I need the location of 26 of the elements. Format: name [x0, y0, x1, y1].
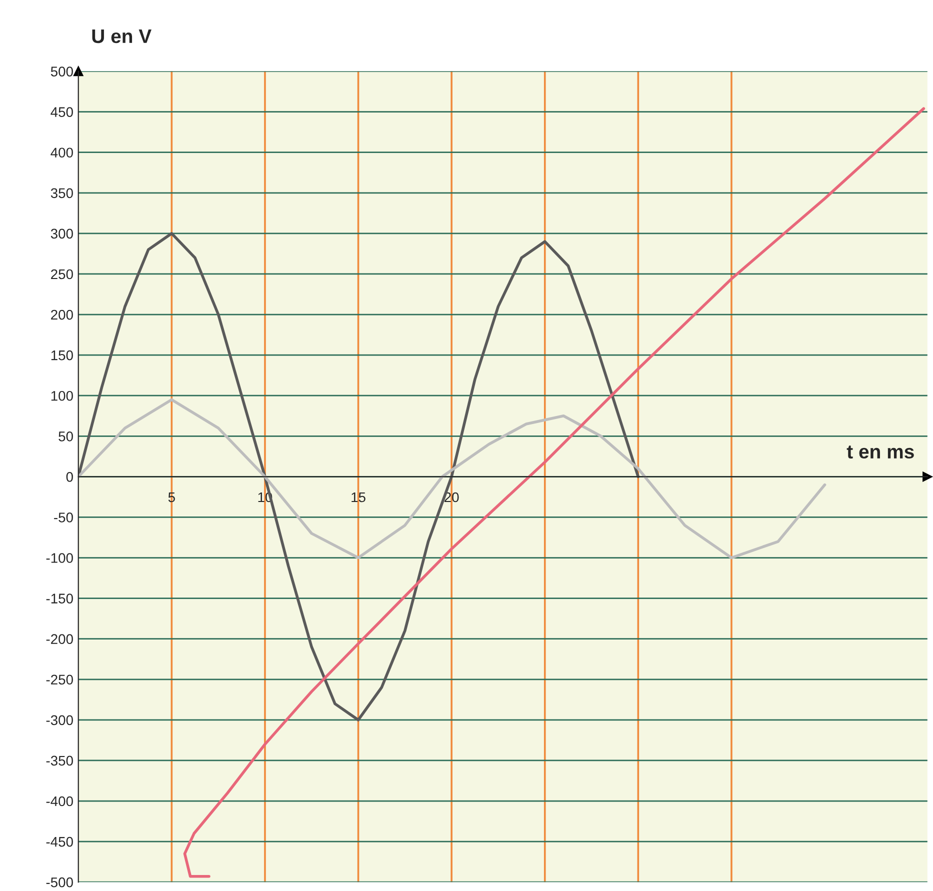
y-tick-label: -300 — [46, 715, 73, 726]
y-tick-label: 500 — [50, 66, 73, 76]
y-tick-label: 0 — [66, 472, 73, 482]
y-tick-label: -500 — [46, 877, 73, 888]
x-axis-title: t en ms — [846, 446, 914, 459]
y-tick-label: -150 — [46, 594, 73, 604]
y-tick-label: 150 — [51, 350, 73, 360]
y-tick-label: 350 — [50, 188, 73, 198]
y-tick-label: 300 — [50, 228, 73, 239]
line-series — [183, 107, 926, 878]
y-tick-label: -350 — [46, 756, 73, 766]
y-tick-label: 450 — [50, 107, 73, 117]
y-tick-label: -200 — [46, 634, 73, 644]
y-tick-label: -50 — [54, 512, 73, 522]
y-tick-label: 400 — [50, 148, 73, 158]
line-series — [78, 398, 826, 560]
y-tick-label: 250 — [51, 269, 73, 280]
y-tick-label: -250 — [46, 674, 73, 685]
y-tick-label: -400 — [46, 796, 73, 806]
y-tick-label: -100 — [46, 553, 73, 563]
y-tick-label: 100 — [51, 390, 73, 401]
y-tick-label: 50 — [58, 431, 73, 442]
y-tick-label: -450 — [46, 836, 73, 847]
y-axis-title: U en V — [92, 30, 152, 44]
y-tick-label: 200 — [51, 310, 73, 320]
line-series — [78, 232, 640, 722]
